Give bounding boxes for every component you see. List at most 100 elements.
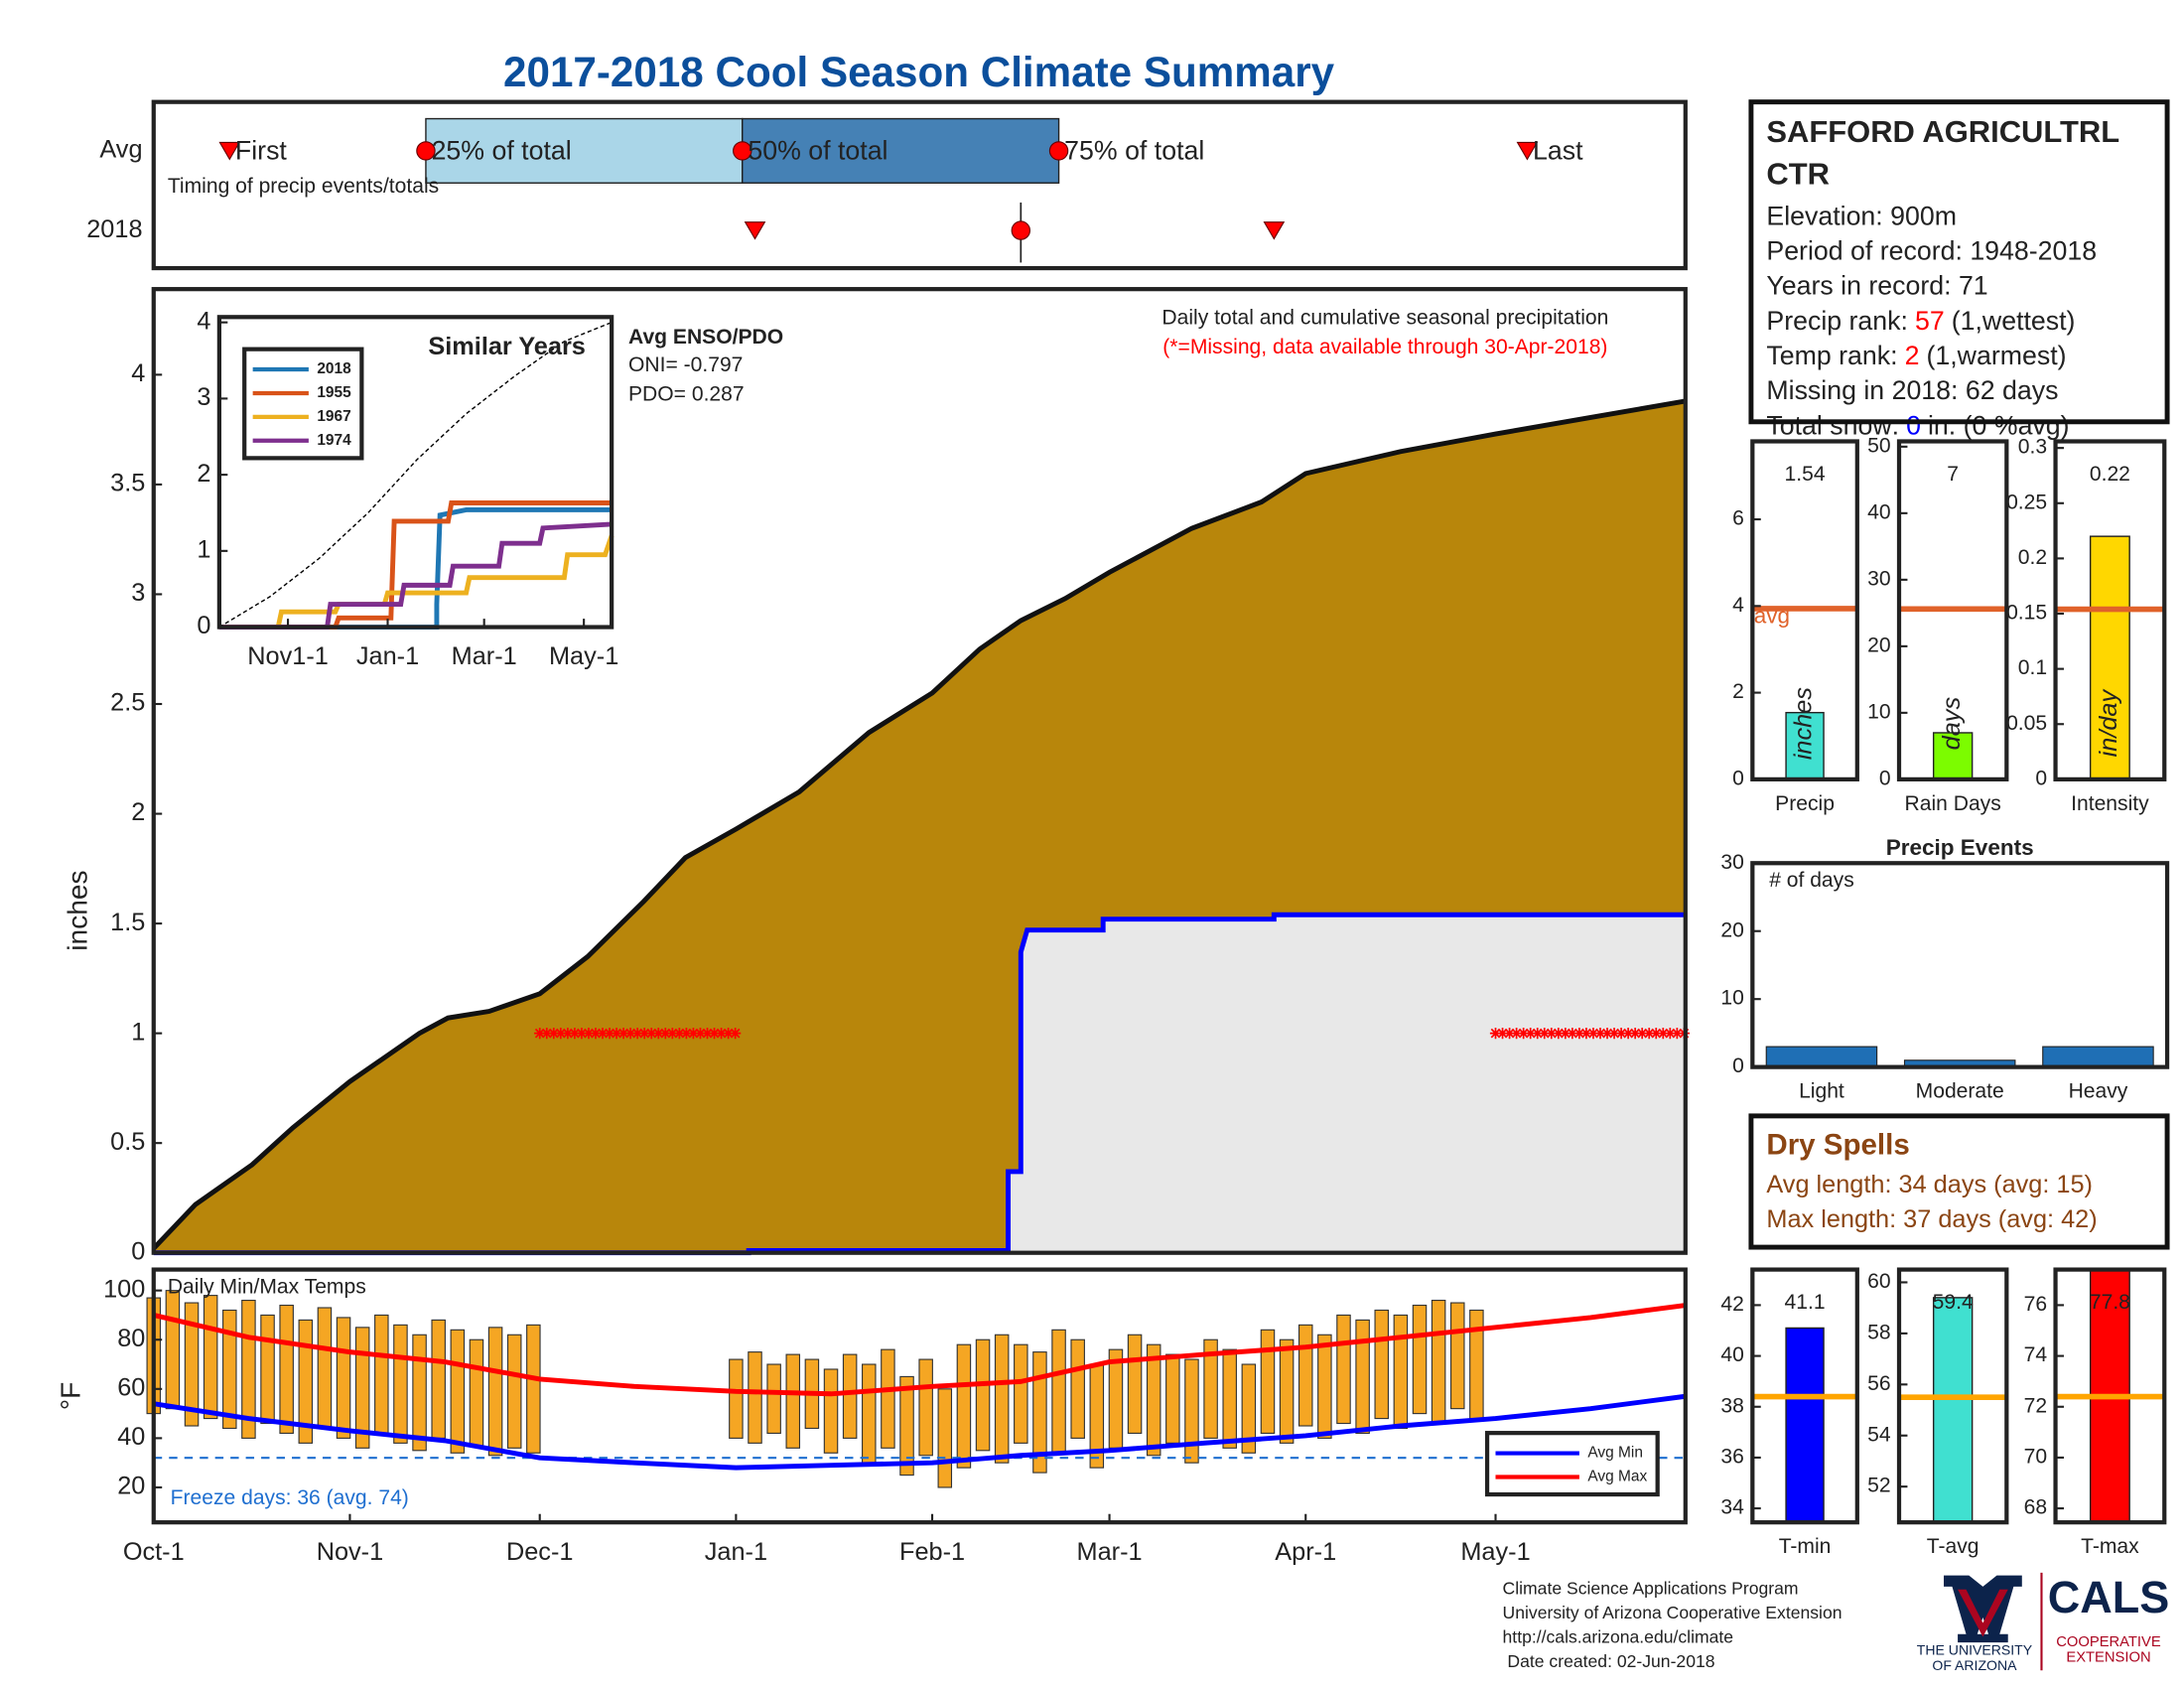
y-tick-label: 0.3 bbox=[2018, 436, 2047, 459]
station-box bbox=[1748, 99, 2170, 425]
series-line bbox=[218, 322, 613, 629]
temp-range-bar bbox=[184, 1302, 200, 1427]
y-tick-label: 1 bbox=[131, 1018, 145, 1046]
enso-title: Avg ENSO/PDO bbox=[628, 326, 783, 349]
station-line-part: Missing in 2018: 62 days bbox=[1766, 375, 2058, 405]
station-line: Total snow: 0 in. (0 %avg) bbox=[1766, 410, 2069, 440]
freeze-label: Freeze days: 36 (avg. 74) bbox=[171, 1486, 409, 1509]
y-tick-label: 40 bbox=[1867, 500, 1890, 523]
footer-line: Climate Science Applications Program bbox=[1503, 1578, 1799, 1598]
dry-spells-line: Avg length: 34 days (avg: 15) bbox=[1766, 1171, 2093, 1198]
page-title: 2017-2018 Cool Season Climate Summary bbox=[503, 49, 1335, 95]
value-label: 0.22 bbox=[2090, 463, 2130, 486]
plot-frame bbox=[1896, 439, 2009, 781]
dry-spells-line: Max length: 37 days (avg: 42) bbox=[1766, 1205, 2097, 1233]
logo-university: THE UNIVERSITY bbox=[1917, 1641, 2033, 1657]
plot-frame bbox=[151, 99, 1688, 271]
station-line-part: Years in record: 71 bbox=[1766, 271, 1987, 301]
dry-spells-title: Dry Spells bbox=[1766, 1129, 1909, 1162]
y-tick-label: 0 bbox=[2035, 767, 2047, 789]
triangle-marker bbox=[744, 221, 766, 240]
triangle-marker bbox=[1263, 221, 1286, 240]
missing-note: (*=Missing, data available through 30-Ap… bbox=[1162, 336, 1607, 358]
enso-line: PDO= 0.287 bbox=[628, 383, 745, 406]
plot-frame bbox=[216, 315, 614, 630]
x-tick-label: May-1 bbox=[549, 642, 618, 670]
x-tick-label: Apr-1 bbox=[1275, 1538, 1336, 1566]
bar-group bbox=[1899, 1297, 2007, 1523]
chart-title: Precip Events bbox=[1886, 835, 2034, 860]
y-tick-label: 4 bbox=[197, 307, 210, 335]
footer-line: http://cals.arizona.edu/climate bbox=[1503, 1627, 1734, 1647]
y-tick-label: 6 bbox=[1732, 507, 1744, 530]
y-tick-label: 40 bbox=[117, 1423, 145, 1451]
avg-label: avg bbox=[1754, 603, 1790, 628]
y-tick-label: 60 bbox=[117, 1374, 145, 1402]
row-label: Avg bbox=[99, 136, 142, 164]
y-tick-label: 0 bbox=[1732, 767, 1744, 789]
temp-range-bar bbox=[1297, 1324, 1313, 1427]
missing-markers bbox=[534, 1028, 742, 1040]
temp-range-bar bbox=[862, 1363, 877, 1464]
temp-range-bar bbox=[1393, 1314, 1409, 1430]
station-line-part: 0 bbox=[1906, 410, 1921, 440]
bar-group bbox=[1752, 606, 1857, 779]
logo-extension: EXTENSION bbox=[2066, 1650, 2150, 1666]
station-line-part: (1,warmest) bbox=[1926, 341, 2066, 370]
temp-range-bar bbox=[1469, 1309, 1484, 1420]
temp-range-bar bbox=[526, 1324, 541, 1454]
temp-range-bar bbox=[1070, 1338, 1085, 1439]
category-label: T-max bbox=[2081, 1535, 2139, 1558]
y-tick-label: 4 bbox=[1732, 594, 1744, 617]
y-tick-label: 2 bbox=[197, 460, 210, 488]
temp-range-bar bbox=[487, 1327, 503, 1457]
temp-range-bar bbox=[975, 1338, 991, 1452]
temp-range-bar bbox=[1184, 1358, 1199, 1464]
y-axis-label: # of days bbox=[1769, 869, 1854, 892]
y-tick-label: 20 bbox=[1867, 633, 1890, 656]
temp-range-bar bbox=[1355, 1319, 1370, 1435]
ua-logo bbox=[1944, 1572, 2043, 1671]
bar bbox=[1932, 1297, 1974, 1523]
temp-range-bar bbox=[336, 1317, 351, 1439]
temp-range-bar bbox=[766, 1363, 781, 1435]
bar-group bbox=[2055, 1269, 2165, 1523]
x-tick-label: Jan-1 bbox=[356, 642, 419, 670]
temp-range-bar bbox=[994, 1334, 1010, 1464]
y-tick-label: 60 bbox=[1867, 1270, 1890, 1293]
circle-marker bbox=[416, 141, 436, 161]
y-tick-label: 0.2 bbox=[2018, 546, 2047, 569]
y-tick-label: 20 bbox=[117, 1473, 145, 1500]
logo-extension: COOPERATIVE bbox=[2056, 1634, 2161, 1650]
y-axis-label: °F bbox=[56, 1382, 86, 1410]
timing-note: Timing of precip events/totals bbox=[168, 175, 439, 198]
y-tick-label: 0.25 bbox=[2006, 491, 2047, 513]
y-tick-label: 2 bbox=[1732, 680, 1744, 703]
plot-frame bbox=[151, 287, 1688, 1255]
triangle-marker bbox=[218, 141, 241, 161]
temp-range-bar bbox=[506, 1334, 522, 1449]
station-line-part: (1,wettest) bbox=[1952, 306, 2076, 336]
temp-range-bar bbox=[354, 1327, 370, 1449]
plot-frame bbox=[2053, 439, 2167, 781]
y-tick-label: 74 bbox=[2024, 1343, 2048, 1366]
plot-frame bbox=[1750, 1267, 1859, 1525]
temp-range-bar bbox=[1431, 1300, 1446, 1425]
y-tick-label: 52 bbox=[1867, 1475, 1890, 1497]
plot-frame bbox=[151, 1267, 1688, 1525]
unit-label: in/day bbox=[2095, 689, 2122, 758]
station-line-part: Elevation: 900m bbox=[1766, 201, 1957, 230]
x-tick-label: Light bbox=[1799, 1080, 1844, 1103]
station-line-part: in. (0 %avg) bbox=[1928, 410, 2070, 440]
temp-range-bar bbox=[1260, 1329, 1276, 1435]
plot-frame bbox=[2053, 1267, 2167, 1525]
station-line-part: Precip rank: bbox=[1766, 306, 1908, 336]
y-tick-label: 2 bbox=[131, 798, 145, 826]
missing-markers bbox=[1489, 1028, 1691, 1040]
footer-line: University of Arizona Cooperative Extens… bbox=[1503, 1603, 1843, 1622]
x-tick-label: Dec-1 bbox=[506, 1538, 573, 1566]
station-line-part: 2 bbox=[1905, 341, 1920, 370]
x-tick-label: Feb-1 bbox=[899, 1538, 965, 1566]
y-tick-label: 54 bbox=[1867, 1423, 1891, 1446]
temp-range-bar bbox=[1374, 1309, 1390, 1420]
